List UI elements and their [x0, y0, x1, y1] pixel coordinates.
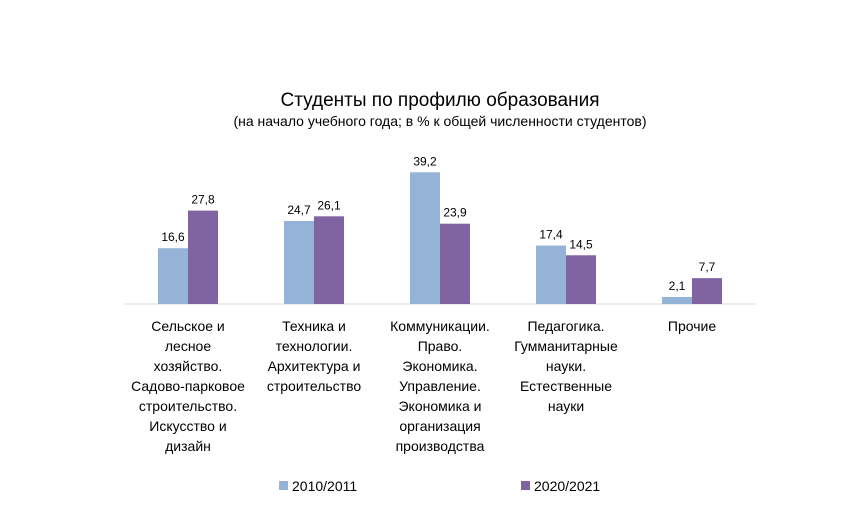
legend-label[interactable]: 2010/2011 [292, 478, 357, 494]
legend[interactable]: 2010/2011 2020/2021 [279, 478, 600, 494]
category-label-line: технологии. [276, 338, 353, 354]
legend-swatch [521, 481, 530, 490]
category-label-line: Экономика и [398, 398, 481, 414]
category-label-line: организация [399, 418, 480, 434]
bar-2-3 [440, 223, 470, 304]
data-label: 16,6 [161, 230, 185, 244]
legend-label[interactable]: 2020/2021 [534, 478, 600, 494]
category-label: Прочие [668, 318, 716, 334]
category-label-line: науки [548, 398, 584, 414]
category-label-line: лесное [165, 338, 211, 354]
category-label-line: Педагогика. [527, 318, 604, 334]
category-label: Коммуникации. Право. Экономика. Управление.… [390, 318, 490, 454]
bar-1-4 [536, 245, 566, 304]
bar-2-1 [188, 210, 218, 304]
category-labels-group: Сельское и лесное хозяйство. Садово-парково… [131, 318, 716, 454]
bar-2-5 [692, 278, 722, 304]
category-label-line: Экономика. [402, 358, 477, 374]
bar-1-1 [158, 248, 188, 304]
chart-title: Студенты по профилю образования [281, 90, 600, 111]
category-label-line: Управление. [399, 378, 481, 394]
category-label: Педагогика. Гумманитарные науки. Естественн… [514, 318, 618, 414]
data-label: 39,2 [413, 154, 437, 168]
bar-2-2 [314, 216, 344, 304]
data-labels-group: 16,6 27,8 24,7 26,1 39,2 23,9 17,4 14,5 2,1 7,7 [161, 154, 715, 293]
data-label: 23,9 [443, 206, 467, 220]
category-label-line: хозяйство. [154, 358, 223, 374]
bar-1-5 [662, 296, 692, 304]
category-label-line: производства [396, 438, 485, 454]
data-label: 2,1 [669, 279, 686, 293]
data-label: 26,1 [317, 198, 341, 212]
category-label-line: дизайн [165, 438, 211, 454]
category-label-line: Техника и [282, 318, 346, 334]
category-label-line: Гумманитарные [514, 338, 618, 354]
chart-subtitle: (на начало учебного года; в % к общей чи… [233, 113, 646, 129]
category-label-line: Право. [418, 338, 463, 354]
bar-1-3 [410, 172, 440, 304]
data-label: 17,4 [539, 228, 563, 242]
category-label: Техника и технологии. Архитектура и строите… [267, 318, 362, 394]
legend-swatch [279, 481, 288, 490]
category-label-line: Сельское и [151, 318, 224, 334]
bar-1-2 [284, 221, 314, 304]
category-label-line: Садово-парковое [131, 378, 245, 394]
data-label: 14,5 [569, 237, 593, 251]
category-label-line: Естественные [520, 378, 612, 394]
category-label-line: Прочие [668, 318, 716, 334]
category-label-line: науки. [546, 358, 586, 374]
category-label-line: строительство. [139, 398, 237, 414]
bars-group [158, 172, 722, 304]
category-label-line: Коммуникации. [390, 318, 490, 334]
bar-2-4 [566, 255, 596, 304]
category-label-line: Архитектура и [268, 358, 361, 374]
data-label: 7,7 [699, 260, 716, 274]
category-label: Сельское и лесное хозяйство. Садово-парково… [131, 318, 245, 454]
category-label-line: строительство [267, 378, 362, 394]
data-label: 24,7 [287, 203, 311, 217]
category-label-line: Искусство и [149, 418, 226, 434]
data-label: 27,8 [191, 193, 215, 207]
